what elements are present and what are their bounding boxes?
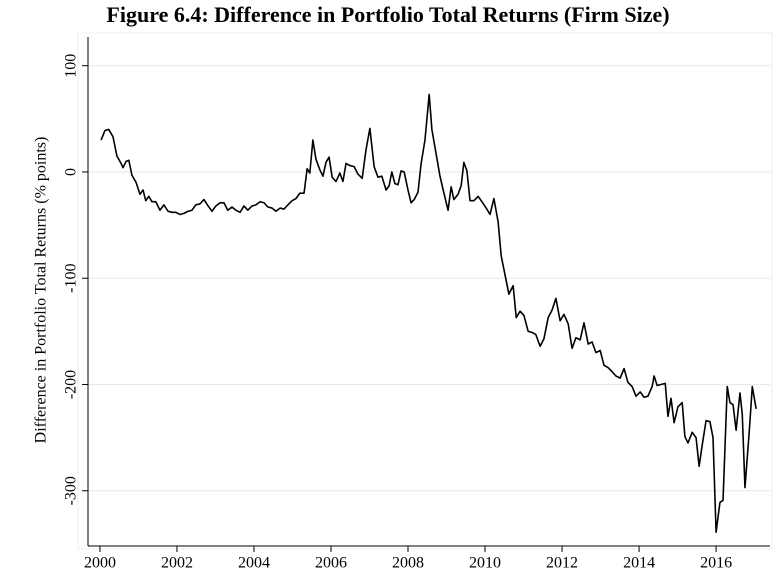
- y-tick-label: -300: [63, 476, 80, 505]
- x-tick-label: 2004: [238, 555, 270, 572]
- x-tick-label: 2000: [84, 555, 116, 572]
- x-tick-label: 2014: [623, 555, 655, 572]
- y-tick-label: -100: [63, 264, 80, 293]
- x-tick-label: 2016: [700, 555, 732, 572]
- plot-frame: [77, 32, 773, 550]
- data-line: [100, 93, 757, 533]
- x-tick-label: 2010: [469, 555, 501, 572]
- x-tick-label: 2002: [161, 555, 193, 572]
- y-axis-label: Difference in Portfolio Total Returns (%…: [33, 137, 50, 444]
- y-tick-label: -200: [63, 370, 80, 399]
- chart-title: Figure 6.4: Difference in Portfolio Tota…: [106, 2, 669, 27]
- y-tick-label: 100: [63, 54, 80, 78]
- y-tick-label: 0: [63, 168, 80, 176]
- x-tick-label: 2006: [315, 555, 347, 572]
- x-tick-label: 2012: [546, 555, 578, 572]
- x-tick-label: 2008: [392, 555, 424, 572]
